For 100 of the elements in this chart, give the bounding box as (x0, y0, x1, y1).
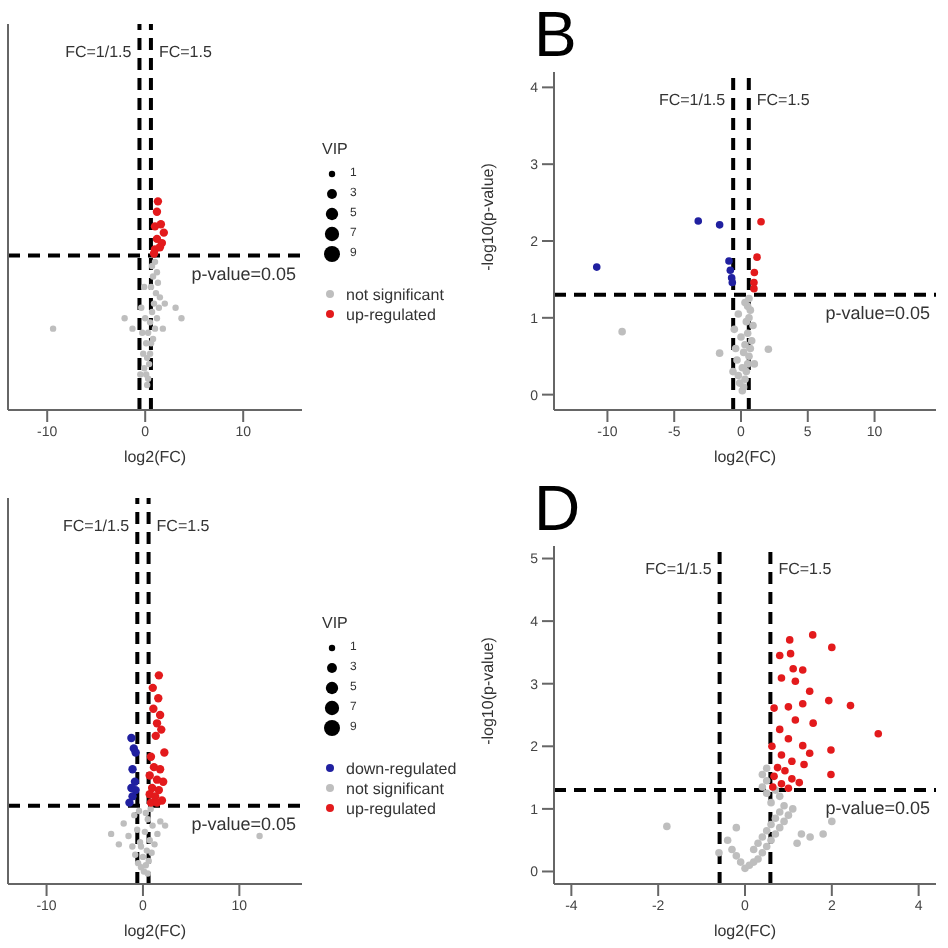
point (788, 757, 796, 766)
point (828, 643, 836, 652)
legend-label: up-regulated (346, 305, 436, 323)
point (770, 704, 778, 712)
point (777, 751, 786, 759)
point (770, 772, 778, 781)
annotation: FC=1/1.5 (658, 90, 727, 109)
annotation: FC=1/1.5 (63, 517, 131, 536)
point (768, 742, 776, 751)
point (806, 833, 814, 841)
legend-title: VIP (322, 614, 350, 632)
point (730, 325, 739, 334)
point (734, 371, 743, 380)
point (788, 805, 797, 813)
point (729, 367, 737, 376)
point (795, 778, 804, 787)
point (754, 839, 762, 848)
point (732, 823, 741, 832)
point (800, 760, 808, 769)
x-axis-title: log2(FC) (713, 922, 777, 940)
legend-label: up-regulated (346, 799, 436, 817)
point (741, 375, 749, 384)
point (797, 830, 806, 838)
point (775, 725, 784, 734)
point (781, 766, 789, 775)
point (757, 218, 765, 226)
point (791, 716, 800, 724)
point (775, 792, 784, 801)
annotation: FC=1.5 (756, 90, 811, 109)
point (753, 253, 761, 261)
point (791, 677, 800, 685)
annotation: FC=1/1.5 (65, 43, 133, 62)
point (780, 817, 788, 826)
point (767, 820, 775, 829)
point (786, 649, 795, 658)
annotation: FC=1/1.5 (645, 559, 713, 578)
y-axis-title: -log10(p-value) (479, 635, 497, 749)
point (785, 636, 794, 644)
point (788, 775, 796, 783)
legend-title: VIP (322, 140, 350, 158)
annotation: p-value=0.05 (825, 798, 930, 819)
point (750, 268, 759, 277)
point (758, 848, 767, 857)
point (780, 801, 788, 810)
annotation: p-value=0.05 (191, 263, 296, 284)
point (775, 808, 784, 816)
x-axis-title: log2(FC) (713, 448, 777, 466)
point (819, 830, 827, 838)
x-axis-title: log2(FC) (123, 448, 187, 466)
point (805, 687, 814, 696)
point (777, 780, 786, 788)
point (741, 340, 749, 349)
chart-title: D (534, 472, 581, 544)
point (758, 833, 767, 841)
point (726, 266, 735, 274)
point (762, 776, 771, 785)
point (762, 764, 771, 772)
point (725, 257, 733, 265)
point (784, 784, 793, 793)
point (824, 696, 833, 705)
annotation: p-value=0.05 (191, 813, 296, 834)
point (762, 827, 771, 835)
point (808, 631, 817, 639)
point (728, 278, 737, 287)
point (715, 848, 723, 857)
point (732, 852, 741, 860)
point (798, 666, 807, 674)
point (764, 345, 773, 354)
point (749, 845, 758, 854)
point (762, 789, 771, 798)
point (739, 348, 748, 357)
point (694, 217, 703, 225)
point (728, 845, 736, 854)
point (715, 349, 724, 357)
point (809, 719, 817, 727)
legend-label: down-regulated (346, 759, 457, 777)
point (723, 836, 732, 844)
point (762, 842, 771, 851)
point (771, 830, 780, 838)
legend-label: not significant (346, 779, 444, 797)
point (784, 703, 793, 711)
annotation: FC=1.5 (778, 559, 833, 578)
point (750, 360, 759, 368)
point (746, 344, 755, 353)
legend-label: not significant (346, 285, 444, 303)
point (874, 729, 883, 738)
point (663, 822, 671, 831)
annotation: FC=1.5 (158, 43, 213, 62)
point (798, 699, 807, 708)
point (747, 337, 756, 345)
point (743, 329, 752, 337)
point (715, 221, 724, 229)
point (784, 734, 793, 743)
point (789, 664, 797, 673)
point (784, 811, 793, 819)
point (767, 798, 775, 807)
point (731, 344, 740, 353)
point (750, 278, 758, 287)
point (798, 741, 807, 750)
point (777, 674, 786, 682)
